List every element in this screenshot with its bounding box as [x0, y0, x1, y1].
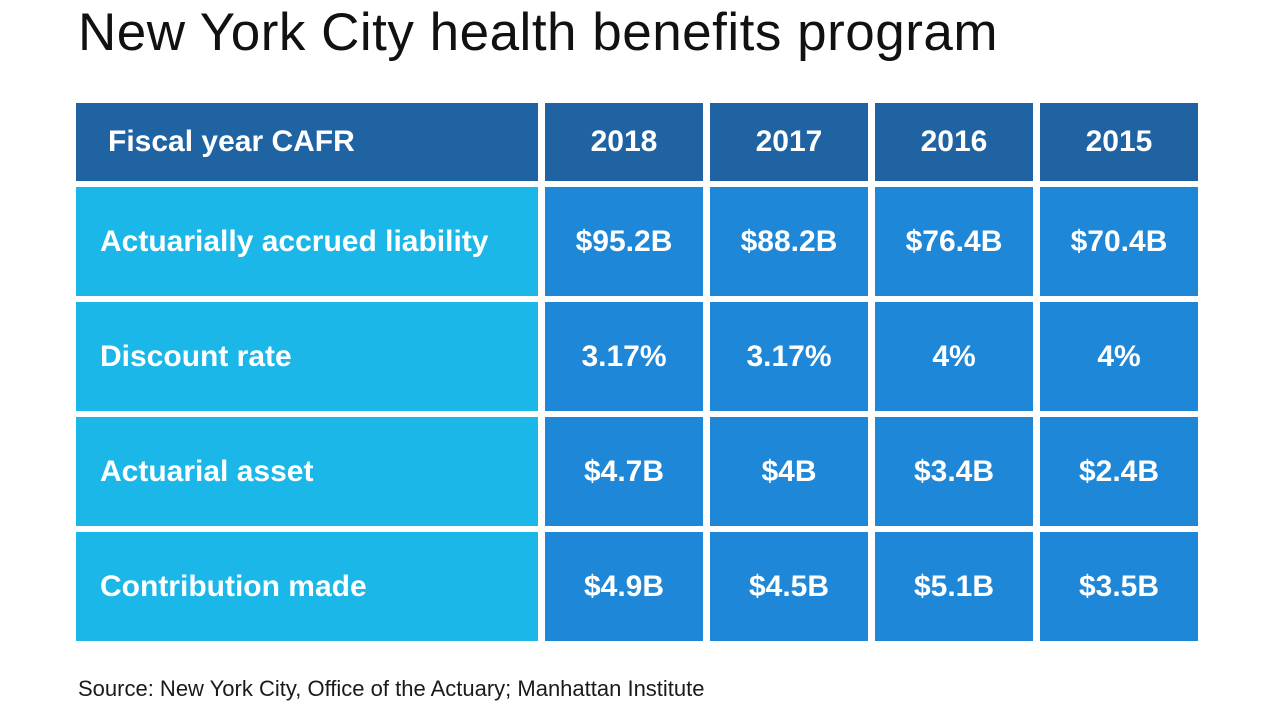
value-cell: $95.2B: [545, 187, 703, 296]
data-table: Fiscal year CAFR 2018 2017 2016 2015 Actuaria…: [76, 103, 1200, 641]
row-label-cell: Actuarial asset: [76, 417, 538, 526]
value-cell: $70.4B: [1040, 187, 1198, 296]
header-year-cell: 2015: [1040, 103, 1198, 181]
value-cell: $4.7B: [545, 417, 703, 526]
value-cell: $76.4B: [875, 187, 1033, 296]
value-cell: 3.17%: [545, 302, 703, 411]
value-cell: $2.4B: [1040, 417, 1198, 526]
value-cell: $4.5B: [710, 532, 868, 641]
value-cell: $4B: [710, 417, 868, 526]
chart-title: New York City health benefits program: [78, 3, 998, 62]
value-cell: $3.4B: [875, 417, 1033, 526]
source-note: Source: New York City, Office of the Act…: [78, 676, 705, 701]
row-label-cell: Contribution made: [76, 532, 538, 641]
value-cell: $5.1B: [875, 532, 1033, 641]
header-year-cell: 2018: [545, 103, 703, 181]
header-year-cell: 2017: [710, 103, 868, 181]
row-label-cell: Actuarially accrued liability: [76, 187, 538, 296]
value-cell: 3.17%: [710, 302, 868, 411]
value-cell: $4.9B: [545, 532, 703, 641]
value-cell: $88.2B: [710, 187, 868, 296]
header-label-cell: Fiscal year CAFR: [76, 103, 538, 181]
value-cell: 4%: [1040, 302, 1198, 411]
value-cell: 4%: [875, 302, 1033, 411]
value-cell: $3.5B: [1040, 532, 1198, 641]
header-year-cell: 2016: [875, 103, 1033, 181]
row-label-cell: Discount rate: [76, 302, 538, 411]
